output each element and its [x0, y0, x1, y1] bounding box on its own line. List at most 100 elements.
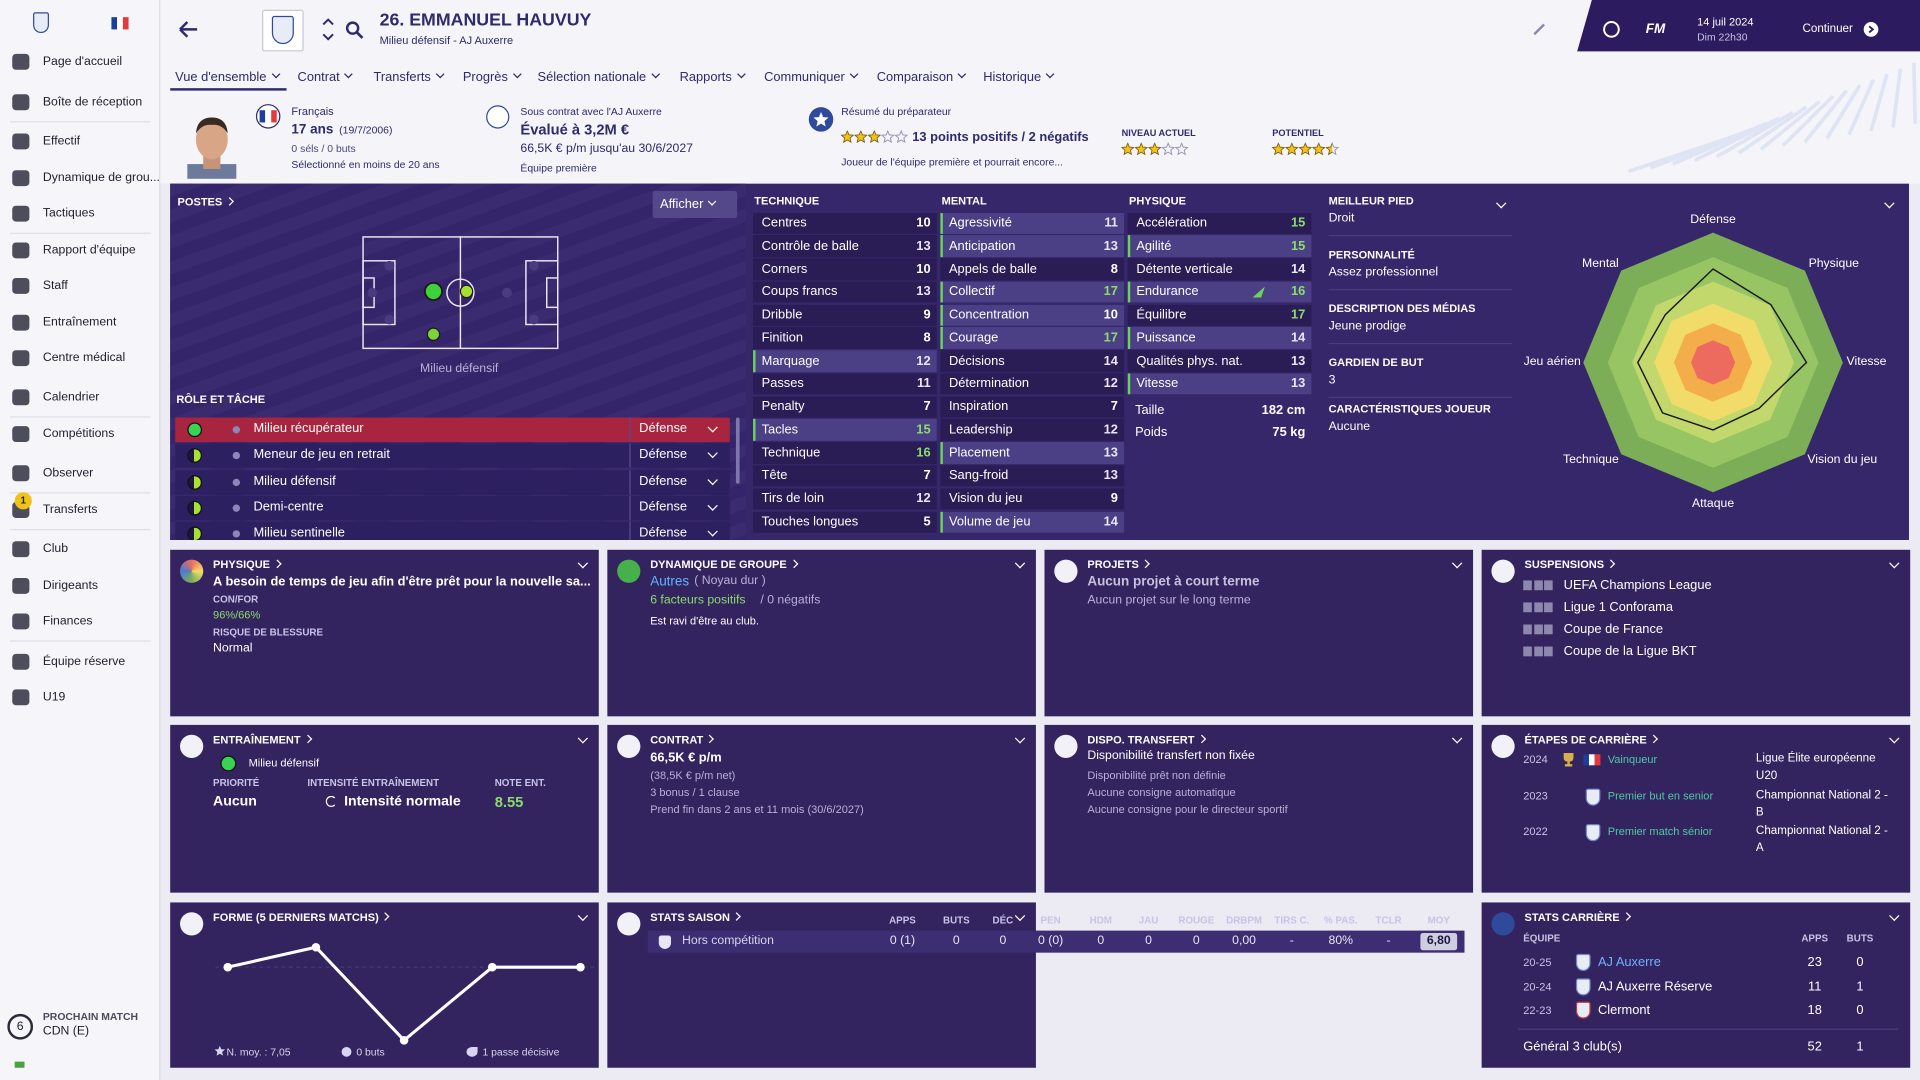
show-button-label[interactable]: Afficher: [660, 196, 716, 213]
team[interactable]: Clermont: [1597, 1002, 1651, 1018]
nav-item[interactable]: Équipe réserve: [42, 655, 126, 669]
panel-title[interactable]: CONTRAT: [650, 731, 713, 748]
attribute-row: [753, 511, 937, 533]
tab[interactable]: Transferts: [373, 69, 443, 86]
role-suitability: [187, 448, 203, 464]
stats-value: 80%: [1328, 934, 1354, 948]
role-row[interactable]: Milieu sentinelle Défense: [175, 521, 730, 540]
panel-title[interactable]: ENTRAÎNEMENT: [213, 731, 310, 748]
info-value: 3: [1328, 373, 1336, 387]
star-full: [868, 131, 881, 143]
attribute-value: 13: [1103, 445, 1118, 461]
role-row[interactable]: Meneur de jeu en retrait Défense: [175, 443, 730, 469]
role-row[interactable]: Milieu défensif Défense: [175, 469, 730, 495]
transfer-line: Disponibilité prêt non définie: [1087, 768, 1226, 782]
info-icon: [232, 530, 240, 538]
attribute-row: [940, 281, 1125, 303]
career-year: 2022: [1523, 825, 1548, 838]
career-competition: Championnat National 2 - B: [1755, 787, 1888, 819]
attribute-group-title: TECHNIQUE: [754, 194, 820, 207]
attribute-value: 8: [923, 330, 931, 346]
tab[interactable]: Sélection nationale: [538, 69, 659, 86]
back-button: [179, 21, 198, 38]
panel-title[interactable]: DISPO. TRANSFERT: [1087, 731, 1204, 748]
panel-title[interactable]: STATS SAISON: [650, 909, 740, 926]
duty-separator: [629, 495, 631, 521]
suspension-slot: [1523, 580, 1532, 591]
nav-item[interactable]: Finances: [42, 614, 93, 629]
decor-stripe: [1847, 78, 1876, 136]
panel-title[interactable]: SUSPENSIONS: [1524, 556, 1613, 573]
fm-logo: FM: [1645, 22, 1666, 37]
season: 22-23: [1523, 1004, 1552, 1017]
panel-title[interactable]: FORME (5 DERNIERS MATCHS): [213, 909, 389, 926]
back-arrow: [179, 21, 198, 38]
nav-item[interactable]: Calendrier: [42, 390, 100, 405]
info-value: Jeune prodige: [1328, 319, 1407, 334]
panel-icon: [1054, 559, 1078, 583]
nav-item[interactable]: Page d'accueil: [42, 55, 123, 69]
panel-icon: [617, 559, 641, 583]
tab[interactable]: Historique: [983, 69, 1053, 86]
nav-item[interactable]: U19: [42, 690, 66, 705]
attribute-value: 10: [916, 261, 931, 277]
info-label: DESCRIPTION DES MÉDIAS: [1328, 302, 1476, 315]
nav-item[interactable]: Observer: [42, 466, 94, 480]
photo-shirt: [187, 164, 237, 179]
continue-button[interactable]: Continuer: [1802, 22, 1853, 36]
tab[interactable]: Contrat: [298, 69, 352, 86]
nav-item[interactable]: Boîte de réception: [42, 95, 143, 109]
panel-title[interactable]: ÉTAPES DE CARRIÈRE: [1524, 731, 1656, 748]
nav-item[interactable]: Staff: [42, 279, 68, 293]
tab[interactable]: Vue d'ensemble: [175, 69, 279, 86]
positive-factors: 6 facteurs positifs: [650, 593, 746, 608]
roles-list: Milieu récupérateur Défense Meneur de jeu …: [175, 416, 732, 540]
total-goals: 1: [1856, 1039, 1864, 1055]
attribute-name: Tacles: [761, 422, 799, 438]
panel-title[interactable]: STATS CARRIÈRE: [1524, 909, 1629, 926]
tab[interactable]: Rapports: [680, 69, 744, 86]
panel-title[interactable]: PHYSIQUE: [213, 556, 280, 573]
nav-item[interactable]: Entraînement: [42, 315, 117, 330]
panel-title[interactable]: DYNAMIQUE DE GROUPE: [650, 556, 796, 573]
attribute-row: [753, 465, 937, 487]
nav-item[interactable]: Club: [42, 542, 69, 556]
attribute-row: [940, 511, 1125, 533]
career-competition: Ligue Élite européenne U20: [1755, 751, 1876, 783]
role-row[interactable]: Milieu récupérateur Défense: [175, 417, 730, 443]
career-event[interactable]: Vainqueur: [1607, 753, 1658, 766]
report-summary: 13 points positifs / 2 négatifs: [912, 129, 1089, 145]
nav-item[interactable]: Tactiques: [42, 206, 95, 221]
nav-item[interactable]: Transferts: [42, 503, 98, 517]
career-stats-header: BUTS: [1846, 933, 1874, 945]
team[interactable]: AJ Auxerre: [1597, 955, 1661, 970]
stats-header: BUTS: [942, 914, 970, 926]
nav-item[interactable]: Centre médical: [42, 351, 126, 365]
info-icon: [232, 478, 240, 486]
nav-item[interactable]: Dirigeants: [42, 579, 98, 593]
nav-item[interactable]: Dynamique de grou...: [42, 171, 160, 185]
panel-title[interactable]: PROJETS: [1087, 556, 1148, 573]
nav-item[interactable]: Rapport d'équipe: [42, 243, 136, 258]
contract-expiry: Prend fin dans 2 ans et 11 mois (30/6/20…: [650, 803, 864, 816]
tab[interactable]: Progrès: [463, 69, 520, 86]
suspension-slot: [1523, 624, 1532, 635]
duty-separator: [629, 417, 631, 443]
tab[interactable]: Communiquer: [764, 69, 857, 86]
nav-item[interactable]: Compétitions: [42, 427, 115, 441]
continue-icon: [1863, 22, 1879, 37]
attribute-row: [753, 281, 937, 303]
team[interactable]: AJ Auxerre Réserve: [1597, 978, 1713, 994]
tab[interactable]: Comparaison: [877, 69, 966, 86]
career-event[interactable]: Premier match sénior: [1607, 825, 1713, 838]
positions-title[interactable]: POSTES: [178, 193, 233, 210]
role-row[interactable]: Demi-centre Défense: [175, 495, 730, 521]
panel: [170, 549, 599, 717]
info-label: CARACTÉRISTIQUES JOUEUR: [1328, 402, 1491, 416]
decor-stripe: [1869, 73, 1889, 132]
stats-value: -: [1386, 934, 1391, 948]
stats-header: JAU: [1138, 914, 1159, 926]
attribute-row: [1127, 235, 1312, 257]
career-event[interactable]: Premier but en senior: [1607, 789, 1714, 802]
nav-item[interactable]: Effectif: [42, 134, 81, 149]
